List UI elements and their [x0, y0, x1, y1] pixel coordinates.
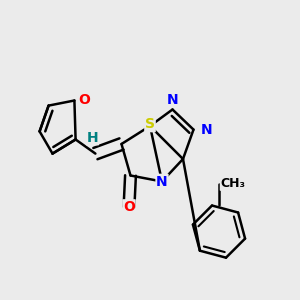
Text: N: N — [201, 123, 213, 136]
Text: O: O — [123, 200, 135, 214]
Text: N: N — [156, 175, 168, 188]
Text: H: H — [87, 130, 98, 145]
Text: O: O — [78, 94, 90, 107]
Text: S: S — [145, 118, 155, 131]
Text: CH₃: CH₃ — [220, 177, 245, 190]
Text: N: N — [167, 93, 178, 107]
